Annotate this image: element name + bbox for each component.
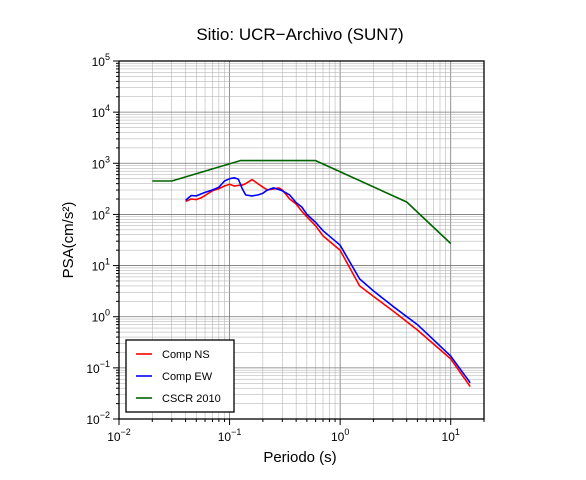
y-tick-label: 10−2 [86, 410, 110, 427]
x-tick-label: 10−1 [218, 427, 242, 444]
series-line-comp-ew [185, 177, 471, 384]
grid [118, 60, 485, 420]
x-axis-title: Periodo (s) [263, 449, 336, 466]
y-axis-ticks: 10−2 10−1 100 101 102 103 104 105 [86, 52, 119, 427]
x-axis-ticks: 10−2 10−1 100 101 [107, 419, 485, 444]
series-line-cscr-2010 [152, 159, 452, 245]
series-layer [152, 159, 471, 388]
y-tick-label: 102 [92, 205, 110, 222]
y-tick-label: 104 [92, 103, 110, 120]
legend-label-cscr-2010: CSCR 2010 [162, 393, 221, 405]
y-tick-label: 105 [92, 52, 110, 69]
x-tick-label: 101 [442, 427, 460, 444]
y-tick-label: 100 [92, 308, 110, 325]
x-tick-label: 10−2 [107, 427, 131, 444]
chart-title: Sitio: UCR−Archivo (SUN7) [196, 25, 403, 44]
y-axis-title: PSA(cm/s²) [60, 202, 77, 279]
y-tick-label: 10−1 [86, 359, 110, 376]
y-tick-label: 101 [92, 257, 110, 274]
y-tick-label: 103 [92, 154, 110, 171]
x-tick-label: 100 [331, 427, 349, 444]
legend-label-comp-ew: Comp EW [162, 371, 213, 383]
legend-label-comp-ns: Comp NS [162, 349, 210, 361]
legend: Comp NS Comp EW CSCR 2010 [125, 339, 235, 413]
plot-frame [118, 60, 485, 420]
